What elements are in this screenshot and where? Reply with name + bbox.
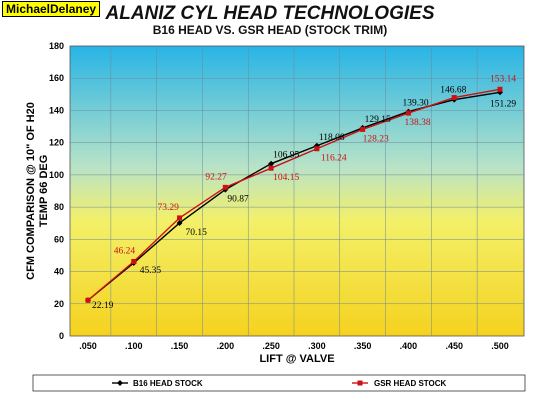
y-tick-label: 160 [49, 73, 64, 83]
b16-data-label: 70.15 [186, 228, 208, 238]
series-layer [85, 86, 503, 304]
gsr-point [268, 165, 274, 171]
y-tick-label: 120 [49, 138, 64, 148]
b16-point [268, 160, 275, 167]
y-axis-title-line2: TEMP 66 DEG [38, 155, 50, 228]
gsr-data-label: 138.38 [404, 118, 430, 128]
gsr-data-label: 46.24 [114, 247, 136, 257]
gsr-point [85, 297, 91, 303]
x-tick-label: .400 [400, 341, 418, 351]
b16-data-label: 22.19 [92, 301, 114, 311]
gsr-data-label: 73.29 [158, 203, 180, 213]
gsr-point [222, 184, 228, 190]
gsr-data-label: 92.27 [205, 172, 227, 182]
gsr-point [360, 126, 366, 132]
legend: B16 HEAD STOCK GSR HEAD STOCK [32, 374, 526, 392]
gsr-point [497, 86, 503, 92]
y-tick-label: 80 [54, 202, 64, 212]
legend-b16-marker [117, 380, 123, 386]
b16-point [176, 219, 183, 226]
x-tick-label: .200 [217, 341, 235, 351]
watermark: MichaelDelaney [2, 1, 101, 17]
gsr-data-label: 104.15 [273, 173, 299, 183]
b16-data-label: 45.35 [140, 266, 162, 276]
chart-subtitle: B16 HEAD VS. GSR HEAD (STOCK TRIM) [153, 23, 387, 37]
y-tick-label: 100 [49, 170, 64, 180]
grid-lines [70, 46, 524, 336]
b16-data-label: 90.87 [227, 195, 249, 205]
b16-data-label: 106.95 [273, 151, 299, 161]
x-axis-title: LIFT @ VALVE [259, 353, 334, 365]
y-tick-label: 20 [54, 299, 64, 309]
gsr-point [405, 110, 411, 116]
legend-box [32, 374, 526, 392]
gsr-point [131, 259, 137, 265]
legend-gsr-label: GSR HEAD STOCK [374, 379, 447, 388]
x-tick-label: .500 [491, 341, 509, 351]
legend-gsr-marker [357, 380, 363, 386]
x-tick-label: .150 [171, 341, 189, 351]
y-tick-label: 0 [59, 331, 64, 341]
chart-title: ALANIZ CYL HEAD TECHNOLOGIES [105, 3, 435, 24]
gsr-data-label: 153.14 [490, 74, 516, 84]
y-tick-labels: 0 20 40 60 80 100 120 140 160 180 [49, 41, 64, 341]
gsr-point [451, 95, 457, 101]
b16-data-label: 151.29 [490, 99, 516, 109]
x-tick-label: .300 [308, 341, 326, 351]
b16-data-label: 129.15 [365, 115, 391, 125]
y-tick-label: 140 [49, 105, 64, 115]
x-tick-label: .050 [79, 341, 97, 351]
y-tick-label: 180 [49, 41, 64, 51]
b16-data-label: 118.08 [319, 133, 345, 143]
x-tick-label: .450 [445, 341, 463, 351]
gsr-data-label: 128.23 [363, 134, 389, 144]
x-tick-label: .100 [125, 341, 143, 351]
y-axis-title-line1: CFM COMPARISON @ 10" OF H20 [25, 102, 37, 280]
x-tick-label: .250 [262, 341, 280, 351]
b16-data-label: 139.30 [402, 99, 428, 109]
series-line-gsr [87, 88, 501, 301]
b16-data-label: 146.68 [440, 86, 466, 96]
gsr-point [177, 215, 183, 221]
data-labels: 22.19 45.35 70.15 90.87 106.95 118.08 129.15 13… [92, 74, 516, 311]
gsr-point [314, 146, 320, 152]
x-tick-labels: .050 .100 .150 .200 .250 .300 .350 .400 .450 .500 [79, 341, 509, 351]
x-tick-label: .350 [354, 341, 372, 351]
y-tick-label: 40 [54, 267, 64, 277]
gsr-data-label: 116.24 [321, 154, 347, 164]
legend-b16-label: B16 HEAD STOCK [133, 379, 203, 388]
plot-area [69, 45, 525, 337]
y-tick-label: 60 [54, 234, 64, 244]
